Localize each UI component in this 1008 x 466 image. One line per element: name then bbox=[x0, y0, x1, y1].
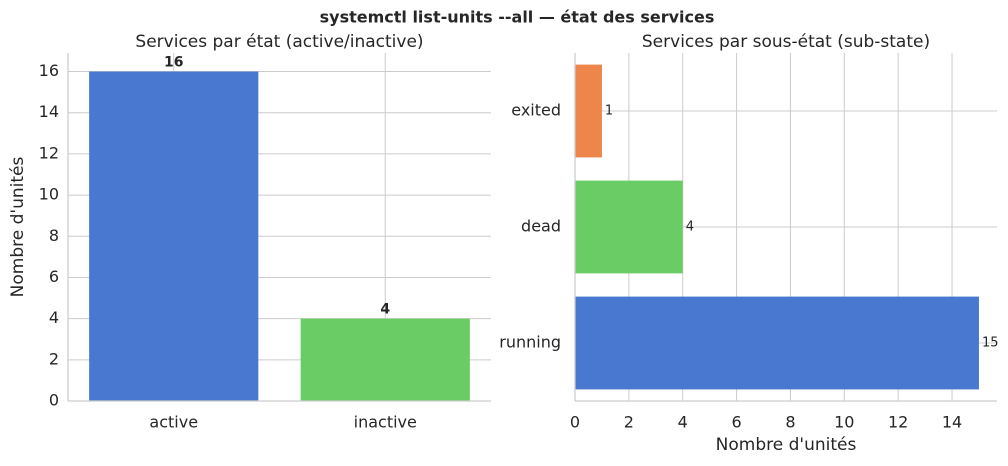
value-label: 4 bbox=[380, 302, 390, 318]
x-tick-label: 10 bbox=[834, 413, 854, 432]
x-tick-label: 0 bbox=[570, 413, 580, 432]
y-tick-label: 4 bbox=[49, 308, 59, 327]
bar bbox=[89, 71, 259, 402]
chart-title: Services par état (active/inactive) bbox=[135, 32, 423, 52]
y-tick-label: 6 bbox=[49, 267, 59, 286]
y-axis-label: Nombre d'unités bbox=[8, 157, 28, 298]
y-tick-label: 14 bbox=[39, 102, 59, 121]
y-tick-label: dead bbox=[521, 217, 561, 236]
value-label: 1 bbox=[605, 104, 613, 119]
y-tick-label: 2 bbox=[49, 349, 59, 368]
bar bbox=[575, 64, 602, 158]
x-tick-label: 4 bbox=[678, 413, 688, 432]
x-tick-label: 6 bbox=[731, 413, 741, 432]
bar bbox=[300, 318, 470, 401]
y-tick-label: exited bbox=[511, 101, 561, 120]
y-tick-label: 8 bbox=[49, 226, 59, 245]
y-tick-label: 10 bbox=[39, 185, 59, 204]
x-tick-label: 12 bbox=[888, 413, 908, 432]
x-axis-label: Nombre d'unités bbox=[716, 435, 857, 455]
x-tick-label: 8 bbox=[785, 413, 795, 432]
y-tick-label: running bbox=[499, 333, 561, 352]
x-tick-label: 14 bbox=[942, 413, 962, 432]
chart-title: Services par sous-état (sub-state) bbox=[642, 32, 930, 52]
value-label: 16 bbox=[164, 55, 183, 71]
x-tick-label: 2 bbox=[624, 413, 634, 432]
x-tick-label: active bbox=[149, 413, 198, 432]
y-tick-label: 12 bbox=[39, 143, 59, 162]
value-label: 15 bbox=[982, 336, 999, 351]
bar bbox=[575, 180, 683, 274]
bar bbox=[575, 296, 979, 390]
y-tick-label: 16 bbox=[39, 61, 59, 80]
x-tick-label: inactive bbox=[354, 413, 417, 432]
value-label: 4 bbox=[686, 220, 694, 235]
figure-title: systemctl list-units --all — état des se… bbox=[320, 8, 715, 27]
y-tick-label: 0 bbox=[49, 391, 59, 410]
